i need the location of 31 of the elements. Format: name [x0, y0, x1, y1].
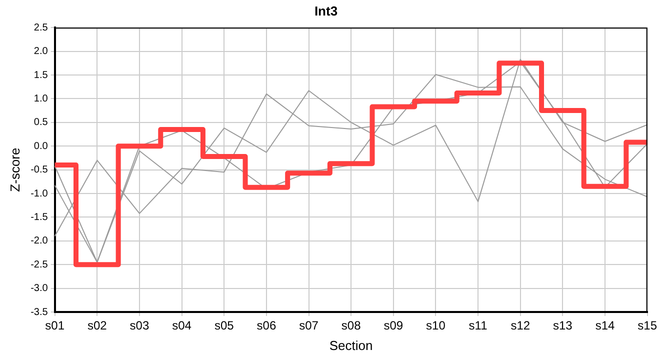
x-tick-label: s14 [595, 318, 615, 333]
x-tick-label: s11 [468, 318, 488, 333]
y-tick-label: 0.0 [34, 140, 48, 152]
x-tick-label: s03 [130, 318, 150, 333]
x-tick-label: s15 [638, 318, 658, 333]
y-tick-label: -1.5 [30, 212, 48, 223]
x-tick-label: s02 [87, 318, 108, 333]
y-tick-label: -0.5 [30, 164, 48, 176]
y-tick-label: 2.0 [34, 46, 48, 58]
x-tick-label: s06 [256, 318, 276, 333]
x-tick-label: s08 [341, 318, 362, 333]
x-tick-label: s07 [299, 318, 319, 333]
x-tick-label: s04 [172, 318, 192, 333]
chart-title: Int3 [314, 3, 338, 18]
y-tick-label: 1.5 [34, 70, 48, 81]
y-tick-label: -1.0 [30, 188, 48, 200]
x-tick-label: s12 [510, 318, 530, 333]
y-tick-label: 2.5 [34, 22, 48, 34]
x-tick-label: s05 [214, 318, 234, 333]
x-tick-label: s13 [553, 318, 573, 333]
y-axis-title: Z-score [7, 148, 22, 192]
x-tick-label: s09 [384, 318, 404, 333]
x-axis-title: Section [329, 338, 373, 353]
y-tick-label: -2.5 [30, 259, 48, 270]
y-tick-label: 0.5 [34, 117, 48, 128]
x-tick-label: s10 [426, 318, 446, 333]
y-tick-label: -3.0 [30, 283, 48, 294]
y-tick-label: -2.0 [30, 236, 48, 247]
y-tick-label: -3.5 [30, 306, 48, 318]
y-tick-label: 1.0 [34, 93, 48, 104]
x-tick-label: s01 [45, 318, 65, 333]
